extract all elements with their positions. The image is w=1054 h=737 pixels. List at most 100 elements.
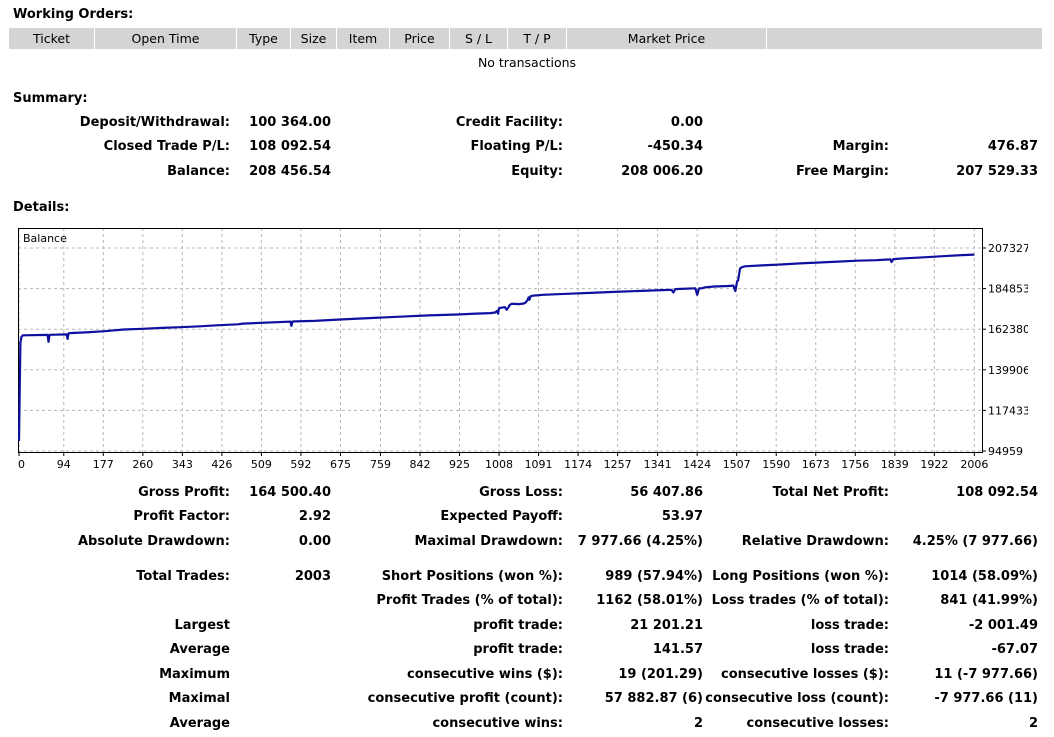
details-label: consecutive wins ($): [406, 667, 563, 682]
details-label: consecutive profit (count): [367, 691, 563, 706]
x-tick-label: 1257 [604, 458, 632, 470]
column-header-sl[interactable]: S / L [450, 28, 508, 49]
details-row: Profit Trades (% of total): 1162 (58.01%)… [0, 591, 1054, 611]
column-header-size[interactable]: Size [291, 28, 337, 49]
x-tick-label: 675 [330, 458, 351, 470]
x-tick-label: 1756 [841, 458, 869, 470]
summary-value: 208 006.20 [621, 164, 703, 179]
details-label: Total Net Profit: [772, 485, 889, 500]
column-header-extra[interactable] [767, 28, 1042, 49]
x-tick-label: 94 [57, 458, 71, 470]
details-value: -2 001.49 [968, 618, 1038, 633]
column-header-tp[interactable]: T / P [508, 28, 567, 49]
details-label: loss trade: [810, 618, 889, 633]
chart-plot-frame [18, 228, 983, 453]
details-value: 2 [1028, 716, 1038, 731]
details-label: Expected Payoff: [440, 509, 563, 524]
chart-title: Balance [23, 232, 67, 245]
no-transactions-text: No transactions [477, 55, 577, 70]
details-row: Absolute Drawdown: 0.00 Maximal Drawdown: 7… [0, 532, 1054, 552]
summary-label: Margin: [832, 139, 889, 154]
details-value: 2.92 [298, 509, 331, 524]
x-tick-label: 426 [211, 458, 232, 470]
x-tick-label: 343 [172, 458, 193, 470]
details-value: 164 500.40 [249, 485, 331, 500]
column-header-price[interactable]: Price [390, 28, 450, 49]
details-label: Maximal [168, 691, 230, 706]
column-header-item[interactable]: Item [337, 28, 390, 49]
details-row: Maximum consecutive wins ($): 19 (201.29) c… [0, 665, 1054, 685]
working-orders-header: Ticket Open Time Type Size Item Price S … [9, 28, 1042, 49]
working-orders-title: Working Orders: [13, 7, 134, 22]
details-label: loss trade: [810, 642, 889, 657]
x-tick-label: 842 [409, 458, 430, 470]
summary-label: Balance: [167, 164, 230, 179]
x-tick-label: 177 [93, 458, 114, 470]
details-value: 53.97 [661, 509, 703, 524]
summary-label: Floating P/L: [470, 139, 563, 154]
column-header-market-price[interactable]: Market Price [567, 28, 767, 49]
details-value: 21 201.21 [630, 618, 703, 633]
x-tick-label: 1008 [485, 458, 513, 470]
summary-value: 108 092.54 [249, 139, 331, 154]
column-header-type[interactable]: Type [237, 28, 291, 49]
details-value: 0.00 [298, 534, 331, 549]
x-tick-label: 1174 [564, 458, 592, 470]
details-label: Profit Trades (% of total): [376, 593, 563, 608]
x-tick-label: 1091 [525, 458, 553, 470]
x-tick-label: 509 [251, 458, 272, 470]
details-label: Gross Profit: [138, 485, 230, 500]
details-label: Short Positions (won %): [381, 569, 563, 584]
balance-chart: 94959 117433 139906 162380 184853 207327 0 94 1… [18, 228, 1028, 470]
details-value: 7 977.66 (4.25%) [577, 534, 703, 549]
balance-series-line [18, 253, 975, 442]
summary-value: -450.34 [647, 139, 703, 154]
details-label: profit trade: [473, 642, 563, 657]
x-tick-label: 2006 [960, 458, 988, 470]
summary-value: 207 529.33 [956, 164, 1038, 179]
y-tick-label: 94959 [988, 445, 1023, 458]
x-tick-label: 1424 [683, 458, 711, 470]
summary-row: Closed Trade P/L: 108 092.54 Floating P/L:… [0, 137, 1054, 157]
details-value: 2 [693, 716, 703, 731]
details-label: Total Trades: [136, 569, 230, 584]
y-tick-label: 117433 [988, 404, 1028, 417]
summary-label: Deposit/Withdrawal: [79, 115, 230, 130]
details-title: Details: [13, 200, 70, 215]
summary-row: Balance: 208 456.54 Equity: 208 006.20 Free … [0, 162, 1054, 182]
x-tick-label: 260 [132, 458, 153, 470]
x-tick-label: 1507 [723, 458, 751, 470]
details-label: Gross Loss: [479, 485, 563, 500]
summary-value: 100 364.00 [249, 115, 331, 130]
summary-label: Closed Trade P/L: [103, 139, 230, 154]
details-label: Relative Drawdown: [741, 534, 889, 549]
y-tick-label: 139906 [988, 364, 1028, 377]
details-label: Long Positions (won %): [712, 569, 889, 584]
details-label: Maximum [159, 667, 230, 682]
details-row: Gross Profit: 164 500.40 Gross Loss: 56 407… [0, 483, 1054, 503]
details-label: Average [169, 642, 230, 657]
details-value: -67.07 [991, 642, 1038, 657]
details-label: Absolute Drawdown: [78, 534, 230, 549]
details-label: profit trade: [473, 618, 563, 633]
x-tick-label: 1673 [802, 458, 830, 470]
details-row: Largest profit trade: 21 201.21 loss trade:… [0, 616, 1054, 636]
x-tick-label: 1839 [881, 458, 909, 470]
details-value: 57 882.87 (6) [604, 691, 703, 706]
details-value: 2003 [294, 569, 331, 584]
summary-row: Deposit/Withdrawal: 100 364.00 Credit Faci… [0, 113, 1054, 133]
details-row: Total Trades: 2003 Short Positions (won %)… [0, 567, 1054, 587]
details-row: Maximal consecutive profit (count): 57 882… [0, 689, 1054, 709]
x-tick-label: 759 [370, 458, 391, 470]
details-label: Loss trades (% of total): [711, 593, 889, 608]
details-value: 841 (41.99%) [940, 593, 1038, 608]
summary-value: 208 456.54 [249, 164, 331, 179]
summary-value: 0.00 [670, 115, 703, 130]
summary-label: Equity: [511, 164, 563, 179]
column-header-open-time[interactable]: Open Time [95, 28, 237, 49]
column-header-ticket[interactable]: Ticket [9, 28, 95, 49]
details-value: 56 407.86 [630, 485, 703, 500]
x-tick-label: 925 [449, 458, 470, 470]
details-value: 989 (57.94%) [605, 569, 703, 584]
details-value: 11 (-7 977.66) [934, 667, 1038, 682]
